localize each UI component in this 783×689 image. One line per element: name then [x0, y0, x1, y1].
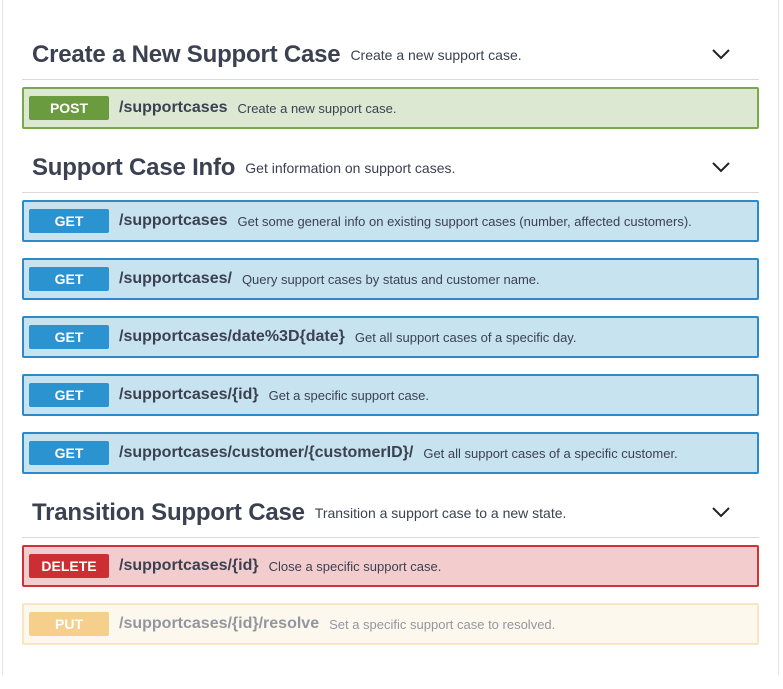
operation-path: /supportcases — [119, 99, 228, 116]
operation-summary: Close a specific support case. — [268, 558, 442, 574]
section-description: Get information on support cases. — [245, 159, 456, 176]
method-badge: DELETE — [29, 554, 109, 578]
section-header[interactable]: Create a New Support Case Create a new su… — [22, 30, 759, 80]
chevron — [712, 49, 730, 60]
operation-path: /supportcases/{id} — [119, 386, 259, 403]
operation[interactable]: GET/supportcases Get some general info on… — [22, 200, 759, 242]
section-title: Support Case Info — [32, 153, 236, 181]
section-description: Transition a support case to a new state… — [314, 504, 567, 521]
section: Create a New Support Case Create a new su… — [22, 30, 759, 129]
section-title: Create a New Support Case — [32, 40, 341, 68]
section-description: Create a new support case. — [350, 46, 522, 63]
operation-path: /supportcases/ — [119, 270, 232, 287]
operation-summary: Get a specific support case. — [268, 387, 430, 403]
section-header[interactable]: Transition Support Case Transition a supp… — [22, 488, 759, 538]
chevron — [712, 507, 730, 518]
api-list: Create a New Support Case Create a new su… — [2, 0, 779, 675]
operation[interactable]: PUT/supportcases/{id}/resolve Set a speci… — [22, 603, 759, 645]
method-badge: PUT — [29, 612, 109, 636]
operation[interactable]: GET/supportcases/{id} Get a specific supp… — [22, 374, 759, 416]
operation-summary: Set a specific support case to resolved. — [329, 616, 556, 632]
chevron — [712, 162, 730, 173]
operation-path: /supportcases/date%3D{date} — [119, 328, 345, 345]
operation-summary: Get some general info on existing suppor… — [237, 213, 692, 229]
operation-path: /supportcases/customer/{customerID}/ — [119, 444, 414, 461]
operation[interactable]: GET/supportcases/date%3D{date} Get all su… — [22, 316, 759, 358]
method-badge: GET — [29, 209, 109, 233]
method-badge: GET — [29, 267, 109, 291]
operation-path: /supportcases — [119, 212, 228, 229]
operation-summary: Create a new support case. — [237, 100, 397, 116]
section: Transition Support Case Transition a supp… — [22, 488, 759, 645]
operation-path: /supportcases/{id}/resolve — [119, 615, 320, 632]
section: Support Case Info Get information on supp… — [22, 143, 759, 474]
method-badge: GET — [29, 441, 109, 465]
operation-summary: Get all support cases of a specific day. — [354, 329, 577, 345]
method-badge: GET — [29, 325, 109, 349]
operation[interactable]: GET/supportcases/Query support cases by … — [22, 258, 759, 300]
operation[interactable]: GET/supportcases/customer/{customerID}/ G… — [22, 432, 759, 474]
method-badge: GET — [29, 383, 109, 407]
operation-path: /supportcases/{id} — [119, 557, 259, 574]
section-header[interactable]: Support Case Info Get information on supp… — [22, 143, 759, 193]
operation-summary: Query support cases by status and custom… — [241, 271, 540, 287]
operation[interactable]: POST/supportcases Create a new support ca… — [22, 87, 759, 129]
operation-summary: Get all support cases of a specific cust… — [423, 445, 678, 461]
method-badge: POST — [29, 96, 109, 120]
operation[interactable]: DELETE/supportcases/{id} Close a specific… — [22, 545, 759, 587]
section-title: Transition Support Case — [32, 498, 305, 526]
